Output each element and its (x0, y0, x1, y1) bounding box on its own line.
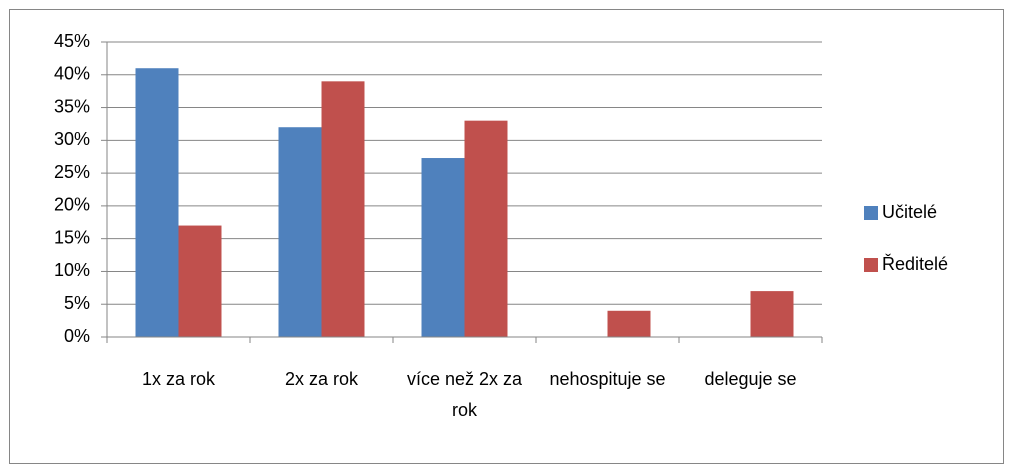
bar (750, 291, 794, 337)
legend-label: Ředitelé (882, 254, 948, 274)
legend-label: Učitelé (882, 202, 937, 222)
x-tick-label: více než 2x za rok (406, 369, 523, 420)
bar (135, 68, 179, 337)
bar (278, 127, 322, 337)
x-tick-label: nehospituje se (549, 369, 666, 389)
bar (464, 120, 508, 338)
y-tick-label: 5% (64, 293, 90, 313)
bar (607, 310, 651, 337)
x-tick-label: 2x za rok (284, 369, 359, 389)
y-tick-label: 10% (54, 260, 90, 280)
legend-swatch (864, 206, 878, 220)
y-tick-label: 0% (64, 326, 90, 346)
y-tick-label: 30% (54, 129, 90, 149)
y-tick-label: 15% (54, 227, 90, 247)
bar (321, 81, 365, 337)
y-tick-label: 45% (54, 31, 90, 51)
y-tick-label: 20% (54, 195, 90, 215)
x-tick-label: deleguje se (704, 369, 797, 389)
bar (421, 158, 465, 337)
y-tick-label: 35% (54, 96, 90, 116)
y-tick-label: 40% (54, 64, 90, 84)
y-tick-label: 25% (54, 162, 90, 182)
x-tick-label: 1x za rok (141, 369, 216, 389)
legend-swatch (864, 258, 878, 272)
bar (178, 225, 222, 337)
